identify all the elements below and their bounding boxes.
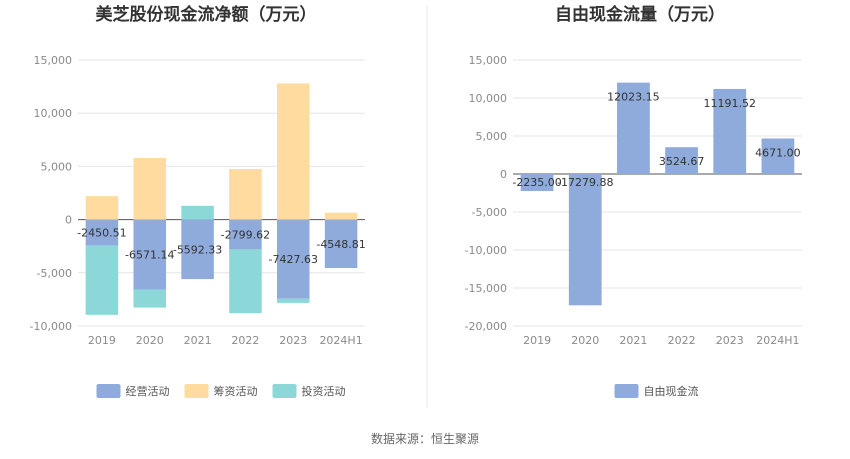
left-legend-swatch bbox=[184, 384, 209, 398]
right-xtick-label: 2021 bbox=[619, 334, 647, 347]
left-xtick-label: 2023 bbox=[279, 334, 307, 347]
left-bar-s2-3 bbox=[229, 249, 262, 314]
right-bar-s0-0 bbox=[520, 174, 554, 191]
right-data-label: 11191.52 bbox=[704, 97, 757, 110]
left-data-label: -5592.33 bbox=[173, 243, 222, 256]
right-bar-s0-5 bbox=[761, 138, 795, 174]
left-ytick-label: -5,000 bbox=[37, 267, 72, 280]
left-bar-s2-4 bbox=[276, 298, 310, 303]
left-chart-title: 美芝股份现金流净额（万元） bbox=[96, 4, 317, 25]
right-ytick-label: -10,000 bbox=[465, 244, 507, 257]
left-xtick-label: 2021 bbox=[184, 334, 212, 347]
right-xtick-label: 2019 bbox=[523, 334, 551, 347]
right-ytick-label: 5,000 bbox=[476, 130, 508, 143]
left-legend-label: 投资活动 bbox=[302, 384, 346, 398]
left-legend-swatch bbox=[96, 384, 121, 398]
left-data-label: -6571.14 bbox=[125, 249, 174, 262]
left-chart: 美芝股份现金流净额（万元） 15,000 10,000 5,000 0 -5,000 -1… bbox=[30, 4, 366, 398]
left-bar-s1-1 bbox=[133, 157, 167, 220]
right-bar-s0-4 bbox=[713, 88, 747, 174]
left-legend-label: 经营活动 bbox=[126, 384, 170, 398]
right-chart: 自由现金流量（万元） 15,000 10,000 5,000 0 -5,000 -10,0… bbox=[465, 4, 802, 398]
left-xtick-label: 2019 bbox=[88, 334, 116, 347]
left-bar-s2-0 bbox=[85, 245, 119, 315]
right-chart-title: 自由现金流量（万元） bbox=[555, 4, 725, 25]
left-data-label: -2450.51 bbox=[77, 227, 126, 240]
left-legend-swatch bbox=[272, 384, 297, 398]
left-legend-label: 筹资活动 bbox=[214, 384, 258, 398]
right-data-label: -17279.88 bbox=[557, 176, 613, 189]
left-bar-s0-4 bbox=[276, 219, 310, 299]
right-ytick-label: 15,000 bbox=[469, 54, 508, 67]
left-bar-s1-5 bbox=[324, 212, 358, 220]
right-xtick-label: 2024H1 bbox=[756, 334, 799, 347]
right-xtick-label: 2023 bbox=[716, 334, 744, 347]
left-bar-s1-4 bbox=[276, 83, 310, 220]
right-data-label: 12023.15 bbox=[607, 91, 660, 104]
left-bar-s2-2 bbox=[181, 205, 214, 220]
left-data-label: -4548.81 bbox=[316, 238, 365, 251]
left-bar-s1-0 bbox=[85, 196, 119, 220]
right-legend-swatch bbox=[614, 384, 639, 398]
left-bar-s0-1 bbox=[133, 219, 167, 290]
right-bar-s0-1 bbox=[568, 174, 602, 306]
right-ytick-label: -15,000 bbox=[465, 282, 507, 295]
right-ytick-label: 10,000 bbox=[469, 92, 508, 105]
right-xtick-label: 2020 bbox=[571, 334, 599, 347]
left-xtick-label: 2024H1 bbox=[319, 334, 362, 347]
right-ytick-label: 0 bbox=[500, 168, 507, 181]
left-bar-s1-3 bbox=[229, 169, 262, 220]
left-bar-s0-3 bbox=[229, 219, 262, 250]
left-ytick-label: -10,000 bbox=[30, 320, 72, 333]
right-data-label: 4671.00 bbox=[755, 147, 801, 160]
left-bar-s0-5 bbox=[324, 219, 358, 268]
right-ytick-label: -20,000 bbox=[465, 320, 507, 333]
left-xtick-label: 2020 bbox=[136, 334, 164, 347]
right-xtick-label: 2022 bbox=[668, 334, 696, 347]
left-xtick-label: 2022 bbox=[231, 334, 259, 347]
left-bar-s0-0 bbox=[85, 219, 119, 246]
left-data-label: -7427.63 bbox=[269, 253, 318, 266]
left-ytick-label: 15,000 bbox=[34, 54, 73, 67]
left-ytick-label: 5,000 bbox=[41, 160, 73, 173]
right-bar-s0-2 bbox=[617, 82, 650, 174]
left-data-label: -2799.62 bbox=[221, 228, 270, 241]
right-legend-label: 自由现金流 bbox=[644, 384, 699, 398]
right-data-label: 3524.67 bbox=[659, 155, 705, 168]
left-ytick-label: 0 bbox=[65, 214, 72, 227]
left-bar-s2-1 bbox=[133, 289, 167, 308]
left-bar-s0-2 bbox=[181, 219, 214, 280]
data-source-note: 数据来源：恒生聚源 bbox=[371, 431, 479, 446]
right-data-label: -2235.00 bbox=[512, 176, 561, 189]
right-ytick-label: -5,000 bbox=[472, 206, 507, 219]
right-bar-s0-3 bbox=[665, 147, 698, 174]
left-ytick-label: 10,000 bbox=[34, 107, 73, 120]
